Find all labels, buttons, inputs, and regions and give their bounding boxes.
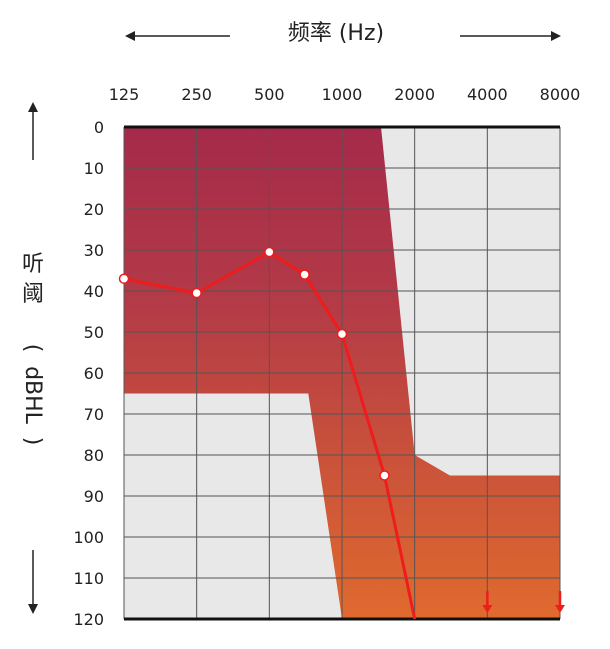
threshold-point — [299, 269, 310, 280]
y-axis-label-char-5: ) — [20, 437, 45, 446]
x-tick-label: 250 — [181, 85, 212, 104]
y-tick-label: 20 — [84, 200, 104, 219]
y-tick-label: 100 — [73, 528, 104, 547]
threshold-point — [191, 287, 202, 299]
y-axis-label-char-1: 听 — [22, 252, 44, 277]
y-tick-label: 40 — [84, 282, 104, 301]
x-tick-label: 1000 — [322, 85, 363, 104]
plot-frame — [124, 125, 560, 621]
y-tick-label: 120 — [73, 610, 104, 629]
grid-lines — [123, 126, 561, 620]
x-tick-label: 500 — [254, 85, 285, 104]
y-tick-label: 0 — [94, 118, 104, 137]
no-response-arrow — [555, 591, 565, 613]
x-tick-label: 125 — [109, 85, 140, 104]
y-axis-label-unit: dBHL — [20, 366, 45, 425]
no-response-arrow-head — [482, 605, 493, 613]
x-tick-label: 4000 — [467, 85, 508, 104]
y-tick-label: 10 — [84, 159, 104, 178]
no-response-arrow — [482, 591, 493, 613]
y-tick-label: 50 — [84, 323, 104, 342]
y-tick-labels: 0 10 20 30 40 50 60 70 80 90 100 110 120 — [73, 118, 104, 629]
x-tick-labels: 125 250 500 1000 2000 4000 8000 — [109, 85, 581, 104]
y-axis-label-char-3: ( — [20, 344, 45, 353]
x-axis-label: 频率 (Hz) — [288, 21, 384, 46]
threshold-point — [118, 273, 130, 284]
y-axis-label-char-2: 阈 — [22, 282, 44, 307]
x-axis-title: 频率 (Hz) — [125, 21, 561, 46]
right-arrow-head — [551, 31, 561, 41]
left-arrow-head — [125, 31, 135, 41]
y-axis-title: 听 阈 ( dBHL ) — [20, 102, 45, 614]
y-tick-label: 30 — [84, 241, 104, 260]
y-tick-label: 70 — [84, 405, 104, 424]
no-response-arrow-head — [555, 605, 565, 613]
x-tick-label: 2000 — [394, 85, 435, 104]
up-arrow-head — [28, 102, 38, 112]
threshold-point — [379, 470, 390, 481]
y-tick-label: 80 — [84, 446, 104, 465]
threshold-point — [336, 328, 348, 340]
x-tick-label: 8000 — [540, 85, 581, 104]
threshold-series — [118, 246, 565, 620]
down-arrow-head — [28, 604, 38, 614]
y-tick-label: 90 — [84, 487, 104, 506]
y-tick-label: 60 — [84, 364, 104, 383]
y-tick-label: 110 — [73, 569, 104, 588]
threshold-point — [264, 246, 275, 258]
